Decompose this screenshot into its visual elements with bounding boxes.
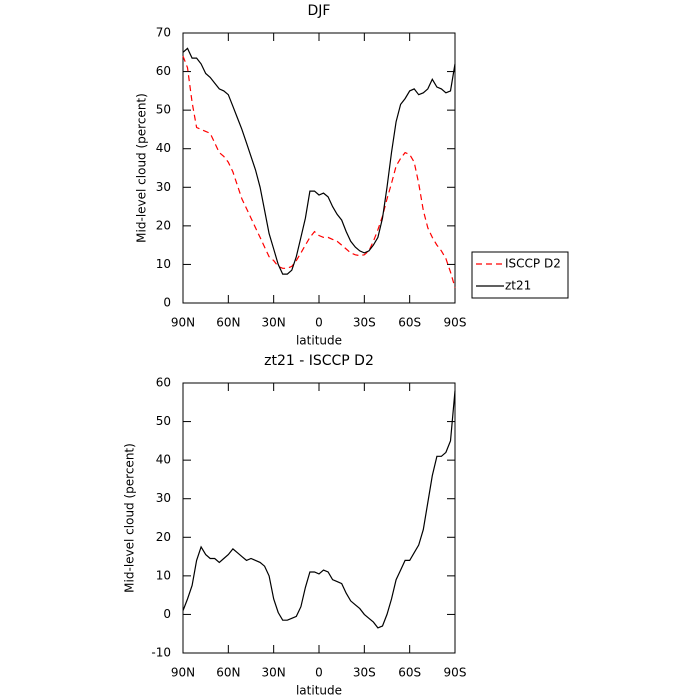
y-tick-label: 30 bbox=[156, 180, 171, 194]
legend-label: ISCCP D2 bbox=[505, 257, 561, 271]
legend-box bbox=[471, 251, 569, 299]
y-tick-label: 40 bbox=[156, 453, 171, 467]
x-tick-label: 90S bbox=[444, 666, 467, 680]
y-tick-label: 20 bbox=[156, 530, 171, 544]
x-tick-label: 30S bbox=[353, 666, 376, 680]
y-tick-label: 50 bbox=[156, 414, 171, 428]
x-axis-label: latitude bbox=[296, 684, 342, 698]
x-tick-label: 90S bbox=[444, 316, 467, 330]
y-tick-label: 50 bbox=[156, 103, 171, 117]
x-tick-label: 0 bbox=[315, 666, 323, 680]
x-tick-label: 0 bbox=[315, 316, 323, 330]
y-axis-label: Mid-level cloud (percent) bbox=[123, 443, 137, 593]
y-tick-label: 70 bbox=[156, 26, 171, 40]
chart-title: DJF bbox=[308, 3, 331, 19]
x-tick-label: 60S bbox=[398, 316, 421, 330]
y-tick-label: 0 bbox=[163, 607, 171, 621]
y-tick-label: 0 bbox=[163, 296, 171, 310]
y-axis-label: Mid-level cloud (percent) bbox=[135, 93, 149, 243]
y-tick-label: 40 bbox=[156, 141, 171, 155]
plot-frame bbox=[182, 32, 456, 304]
x-tick-label: 30N bbox=[262, 316, 286, 330]
data-line bbox=[182, 55, 456, 288]
chart-title: zt21 - ISCCP D2 bbox=[264, 353, 374, 369]
y-tick-label: -10 bbox=[151, 646, 171, 660]
x-tick-label: 60N bbox=[216, 666, 240, 680]
y-tick-label: 60 bbox=[156, 64, 171, 78]
y-tick-label: 30 bbox=[156, 491, 171, 505]
data-line bbox=[182, 47, 456, 275]
x-tick-label: 60N bbox=[216, 316, 240, 330]
y-tick-label: 60 bbox=[156, 376, 171, 390]
x-tick-label: 30S bbox=[353, 316, 376, 330]
x-tick-label: 90N bbox=[171, 316, 195, 330]
x-tick-label: 90N bbox=[171, 666, 195, 680]
legend-label: zt21 bbox=[505, 279, 531, 293]
y-tick-label: 10 bbox=[156, 257, 171, 271]
x-axis-label: latitude bbox=[296, 334, 342, 348]
y-tick-label: 10 bbox=[156, 568, 171, 582]
y-tick-label: 20 bbox=[156, 218, 171, 232]
data-line bbox=[182, 390, 456, 629]
x-tick-label: 30N bbox=[262, 666, 286, 680]
x-tick-label: 60S bbox=[398, 666, 421, 680]
plot-frame bbox=[182, 382, 456, 654]
